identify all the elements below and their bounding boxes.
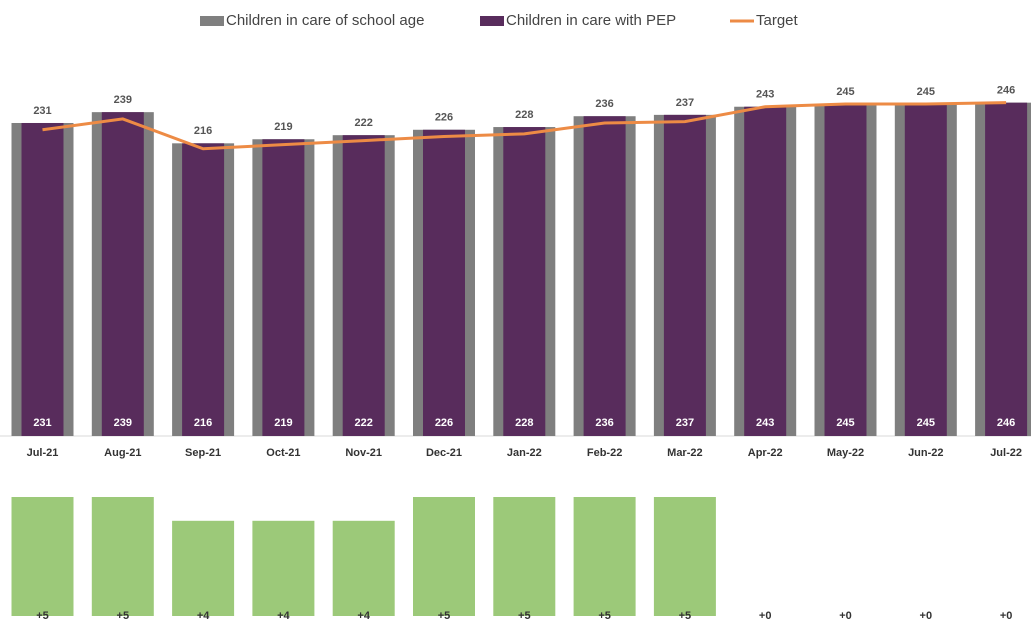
- bar-label: 239: [114, 94, 132, 106]
- bar-label: 219: [274, 121, 292, 133]
- bar-label: 228: [515, 417, 533, 429]
- bar-label: 245: [917, 86, 935, 98]
- legend-label: Target: [756, 12, 799, 29]
- x-tick-label: Aug-21: [104, 447, 141, 459]
- bar: [653, 497, 716, 616]
- x-tick-label: Jun-22: [908, 447, 943, 459]
- bar-label: +5: [679, 610, 692, 622]
- bar: [262, 139, 305, 436]
- bar: [172, 520, 235, 616]
- bar-label: +0: [920, 610, 933, 622]
- bar-label: 216: [194, 125, 212, 137]
- bar-label: +0: [759, 610, 772, 622]
- bar-label: 237: [676, 97, 694, 109]
- bar-label: 246: [997, 417, 1015, 429]
- bar-label: 226: [435, 417, 453, 429]
- bar-label: +5: [438, 610, 451, 622]
- bar-label: 226: [435, 112, 453, 124]
- bar: [493, 497, 556, 616]
- bar-label: +0: [1000, 610, 1013, 622]
- bar-label: 246: [997, 85, 1015, 97]
- bar: [332, 520, 395, 616]
- x-tick-label: Nov-21: [345, 447, 382, 459]
- bar-label: +5: [518, 610, 531, 622]
- x-tick-label: Oct-21: [266, 447, 300, 459]
- bar-label: 245: [836, 417, 854, 429]
- bar: [182, 143, 225, 436]
- bar: [985, 102, 1028, 437]
- x-tick-label: Jan-22: [507, 447, 542, 459]
- bar: [904, 104, 947, 437]
- x-tick-label: Apr-22: [748, 447, 783, 459]
- legend-label: Children in care of school age: [226, 12, 424, 29]
- x-tick-label: Dec-21: [426, 447, 462, 459]
- bar: [342, 135, 385, 436]
- bar: [21, 122, 64, 437]
- bar-label: 237: [676, 417, 694, 429]
- bar-label: 231: [33, 105, 51, 117]
- bar-label: 245: [917, 417, 935, 429]
- bar: [663, 114, 706, 437]
- bar-label: 236: [595, 417, 613, 429]
- bar: [423, 129, 465, 436]
- bar: [91, 497, 154, 616]
- bar-label: +5: [598, 610, 611, 622]
- bar-label: 243: [756, 417, 774, 429]
- x-tick-label: Sep-21: [185, 447, 221, 459]
- bar-label: 239: [114, 417, 132, 429]
- bar-label: 222: [355, 417, 373, 429]
- x-tick-label: Feb-22: [587, 447, 622, 459]
- bar-label: 231: [33, 417, 51, 429]
- bar: [824, 104, 867, 437]
- x-tick-label: Jul-21: [27, 447, 59, 459]
- bar-label: 243: [756, 89, 774, 101]
- bar: [583, 116, 626, 436]
- bar-label: +5: [36, 610, 49, 622]
- x-tick-label: Mar-22: [667, 447, 702, 459]
- bar: [503, 127, 546, 436]
- bar-label: +5: [117, 610, 130, 622]
- legend-swatch: [480, 16, 504, 26]
- x-tick-label: May-22: [827, 447, 864, 459]
- bar-label: 219: [274, 417, 292, 429]
- bar: [744, 106, 787, 437]
- bar-label: 236: [595, 98, 613, 110]
- bar-label: +0: [839, 610, 852, 622]
- bar: [252, 520, 315, 616]
- bar-label: 222: [355, 117, 373, 129]
- bar: [413, 497, 475, 616]
- bar-label: 245: [836, 86, 854, 98]
- bar-label: +4: [357, 610, 370, 622]
- bar-label: +4: [277, 610, 290, 622]
- legend-swatch: [200, 16, 224, 26]
- target-line: [42, 101, 1007, 151]
- legend-label: Children in care with PEP: [506, 12, 676, 29]
- x-tick-label: Jul-22: [990, 447, 1022, 459]
- bar-label: +4: [197, 610, 210, 622]
- bar: [11, 497, 74, 616]
- bar: [573, 497, 636, 616]
- bar: [101, 112, 144, 436]
- bar-label: 216: [194, 417, 212, 429]
- bar-label: 228: [515, 109, 533, 121]
